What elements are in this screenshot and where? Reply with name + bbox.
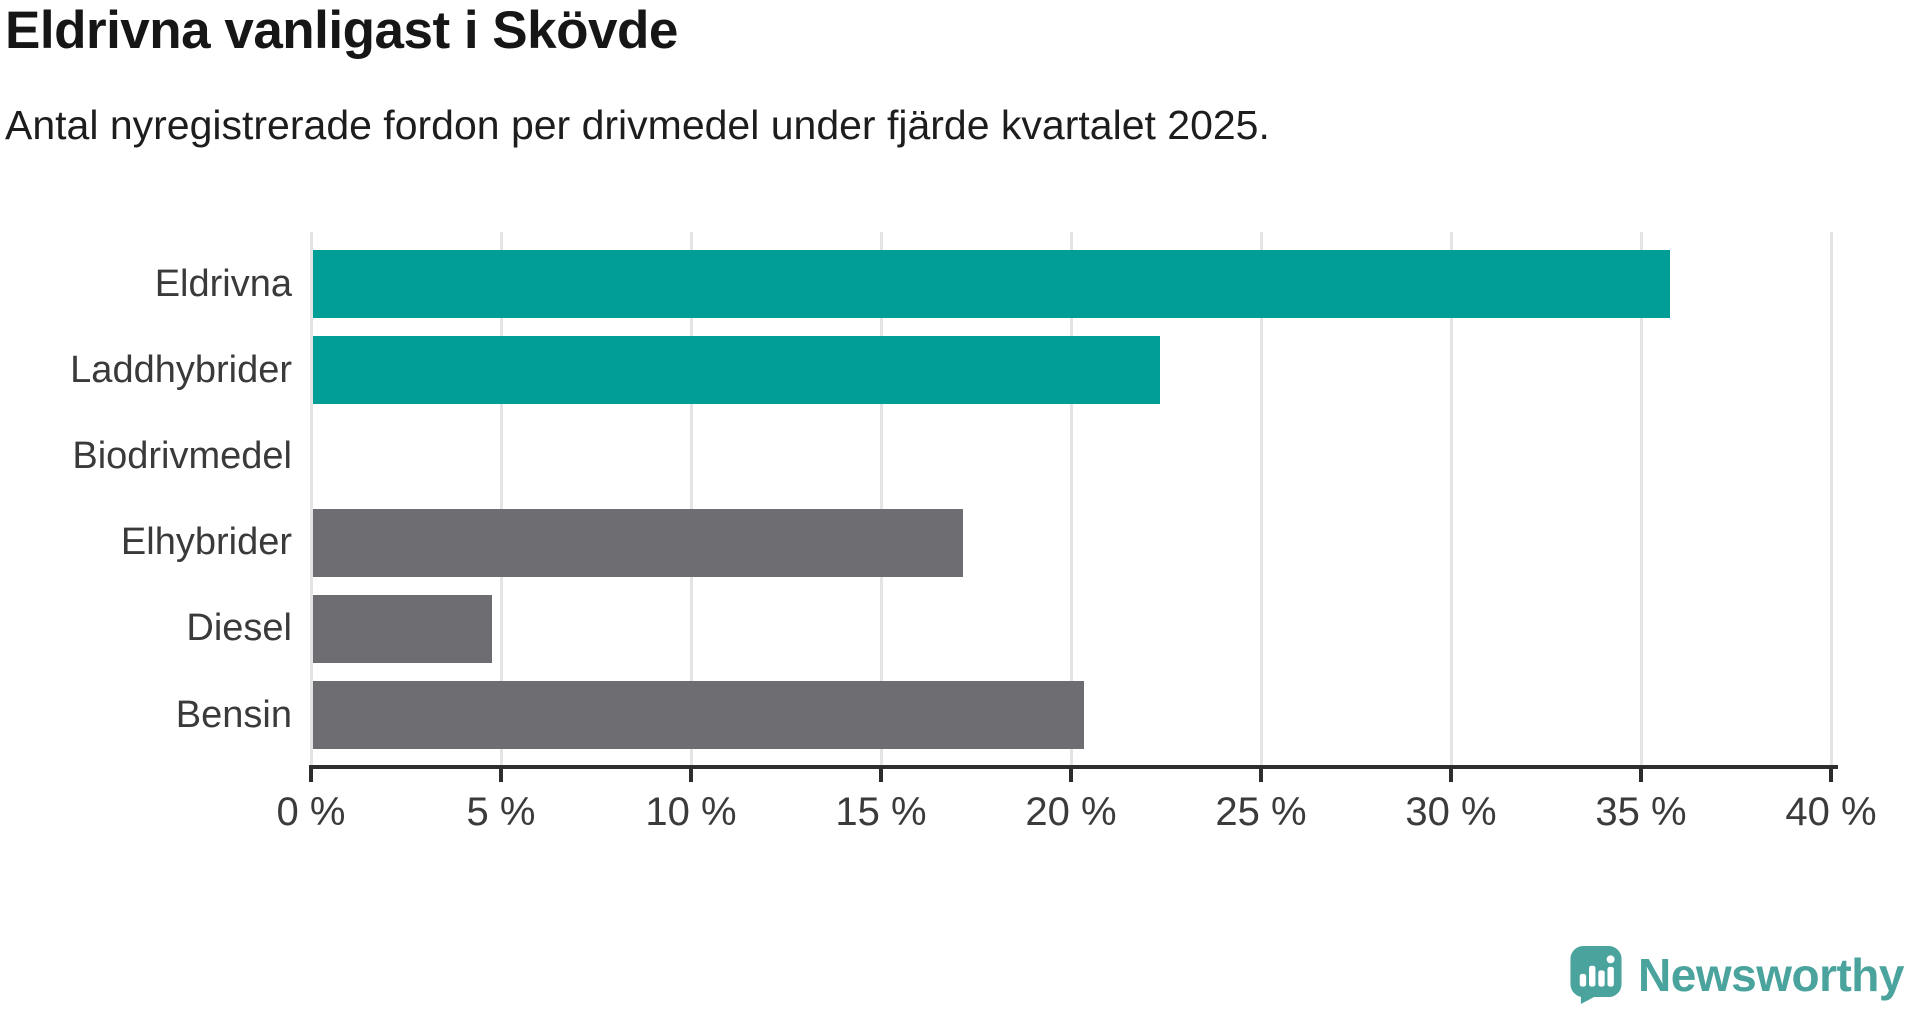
bar-eldrivna: [313, 250, 1670, 318]
x-axis-tick: [499, 769, 503, 782]
gridline: [309, 232, 313, 767]
newsworthy-logo: Newsworthy: [1570, 946, 1904, 1004]
x-axis-tick: [879, 769, 883, 782]
x-axis-tick: [1449, 769, 1453, 782]
chart-subtitle: Antal nyregistrerade fordon per drivmede…: [5, 102, 1270, 148]
category-label: Laddhybrider: [70, 348, 292, 391]
bar-laddhybrider: [313, 336, 1161, 405]
category-label: Biodrivmedel: [72, 434, 292, 477]
x-axis-tick: [689, 769, 693, 782]
x-axis-tick: [1259, 769, 1263, 782]
x-axis-tick: [1069, 769, 1073, 782]
gridline: [499, 232, 503, 767]
gridline: [689, 232, 693, 767]
category-label: Bensin: [175, 693, 292, 736]
x-axis-tick-label: 40 %: [1785, 790, 1877, 834]
category-label: Eldrivna: [154, 262, 292, 305]
x-axis-tick: [309, 769, 313, 782]
gridline: [1639, 232, 1643, 767]
gridline: [1069, 232, 1073, 767]
bar-elhybrider: [313, 508, 963, 577]
gridline: [1829, 232, 1833, 767]
x-axis-tick-label: 5 %: [466, 790, 536, 834]
plot-area: 0 % 5 % 10 % 15 % 20 % 25 % 30 % 35 % 40 %: [277, 230, 1877, 870]
x-axis-line: [309, 765, 1838, 769]
x-axis-tick: [1829, 769, 1833, 782]
x-axis-tick: [1639, 769, 1643, 782]
gridline: [879, 232, 883, 767]
newsworthy-brand-name: Newsworthy: [1638, 949, 1904, 1001]
newsworthy-logo-icon: [1570, 946, 1622, 1004]
x-axis-tick-label: 20 %: [1025, 790, 1117, 834]
category-label: Diesel: [186, 607, 292, 650]
x-axis-tick-label: 35 %: [1595, 790, 1687, 834]
x-axis-tick-label: 25 %: [1215, 790, 1307, 834]
category-label: Elhybrider: [120, 521, 292, 564]
x-axis-tick-label: 30 %: [1405, 790, 1497, 834]
bar-bensin: [313, 681, 1085, 749]
x-axis-tick-label: 0 %: [276, 790, 346, 834]
bar-chart: 0 % 5 % 10 % 15 % 20 % 25 % 30 % 35 % 40 % Eldri…: [0, 230, 1920, 870]
x-axis-tick-label: 10 %: [645, 790, 737, 834]
chart-title: Eldrivna vanligast i Skövde: [5, 1, 678, 60]
bar-diesel: [313, 594, 492, 663]
gridline: [1259, 232, 1263, 767]
gridline: [1449, 232, 1453, 767]
x-axis-tick-label: 15 %: [835, 790, 927, 834]
